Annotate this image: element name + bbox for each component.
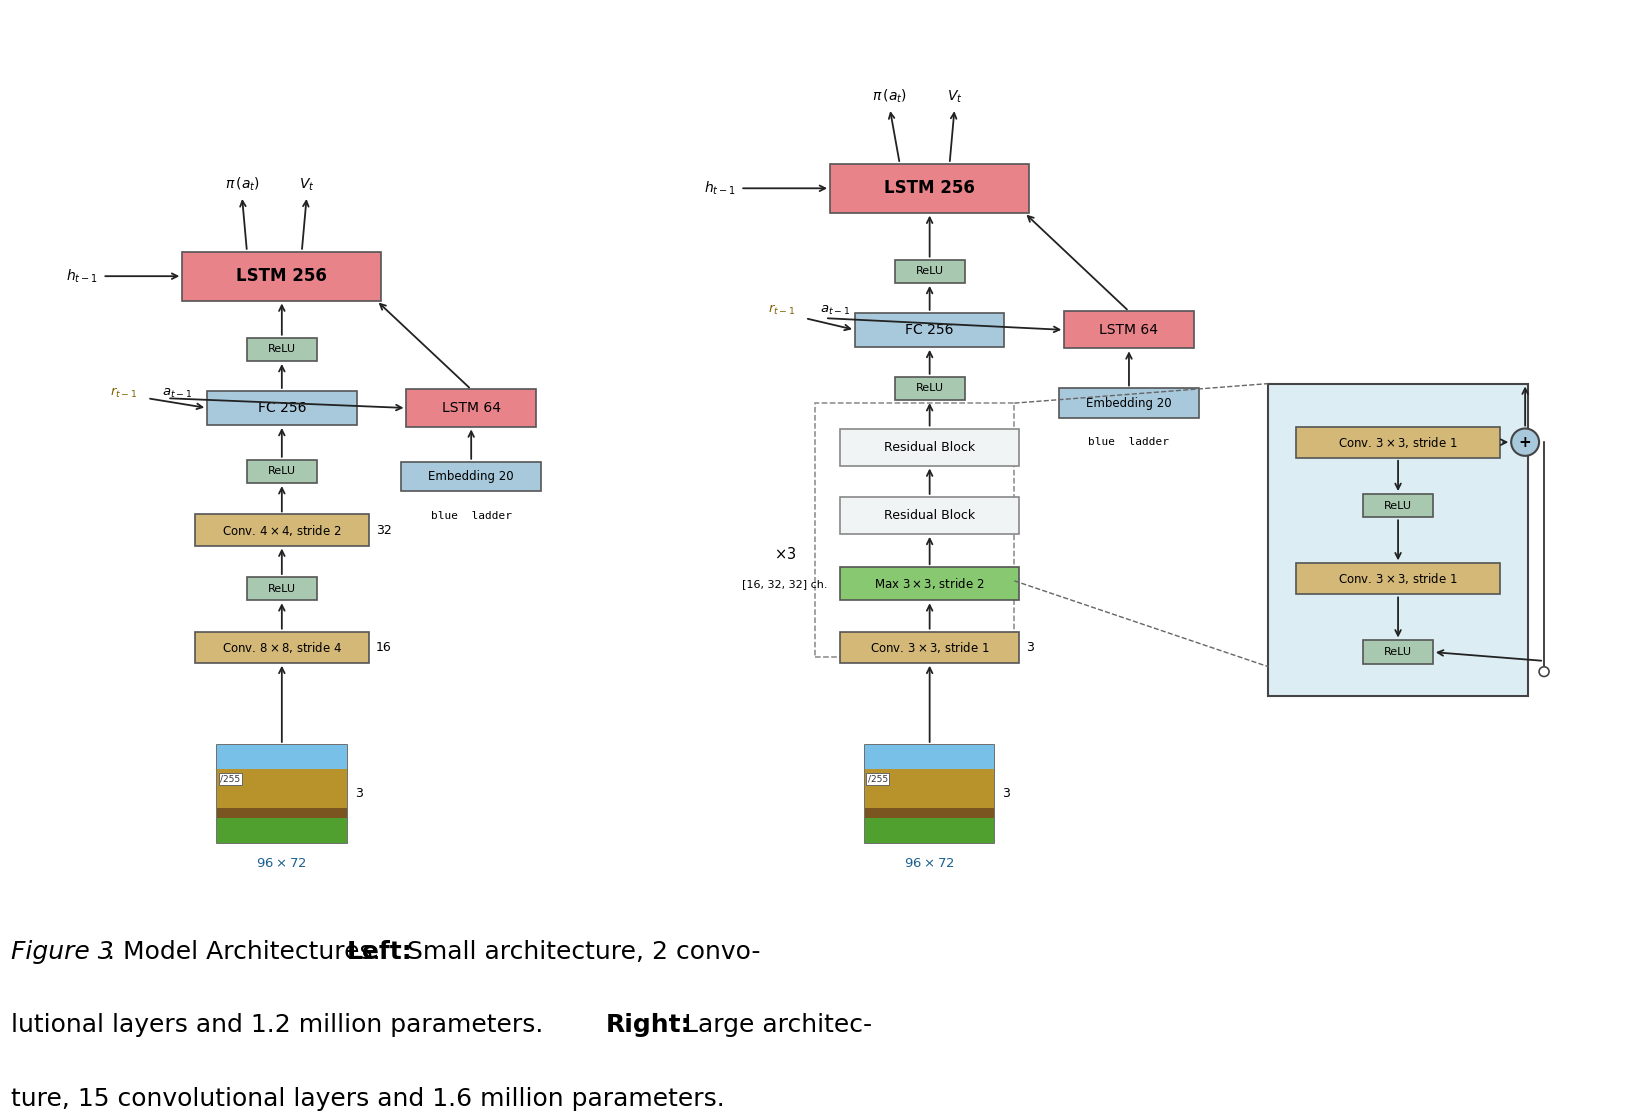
Text: FC 256: FC 256	[257, 401, 306, 416]
Text: Conv. $3\times3$, stride 1: Conv. $3\times3$, stride 1	[1339, 435, 1458, 449]
Text: Figure 3: Figure 3	[12, 940, 114, 964]
FancyBboxPatch shape	[865, 813, 995, 842]
Text: Conv. $8\times8$, stride 4: Conv. $8\times8$, stride 4	[222, 640, 343, 655]
Text: ReLU: ReLU	[268, 345, 296, 354]
Text: 32: 32	[376, 523, 392, 536]
Text: Residual Block: Residual Block	[884, 440, 975, 454]
FancyBboxPatch shape	[1064, 311, 1194, 348]
FancyBboxPatch shape	[183, 252, 382, 300]
FancyBboxPatch shape	[217, 809, 346, 818]
Text: . Model Architectures.: . Model Architectures.	[107, 940, 389, 964]
FancyBboxPatch shape	[208, 391, 357, 426]
Text: $V_t$: $V_t$	[947, 88, 962, 105]
Text: LSTM 64: LSTM 64	[1100, 323, 1158, 337]
Text: Embedding 20: Embedding 20	[428, 470, 514, 483]
FancyBboxPatch shape	[402, 461, 540, 491]
Text: LSTM 64: LSTM 64	[441, 401, 501, 416]
Text: blue  ladder: blue ladder	[1089, 437, 1169, 447]
FancyBboxPatch shape	[194, 514, 369, 545]
Text: LSTM 256: LSTM 256	[884, 179, 975, 197]
Text: $\pi\,(a_t)$: $\pi\,(a_t)$	[873, 87, 907, 105]
Text: ReLU: ReLU	[268, 466, 296, 476]
FancyBboxPatch shape	[865, 809, 995, 818]
Text: ReLU: ReLU	[1383, 647, 1411, 657]
Text: $96 \times 72$: $96 \times 72$	[257, 857, 308, 870]
Text: +: +	[1519, 435, 1532, 449]
FancyBboxPatch shape	[840, 429, 1019, 466]
FancyBboxPatch shape	[855, 312, 1005, 347]
Text: Conv. $3\times3$, stride 1: Conv. $3\times3$, stride 1	[1339, 571, 1458, 587]
FancyBboxPatch shape	[217, 769, 346, 809]
FancyBboxPatch shape	[217, 745, 346, 794]
FancyBboxPatch shape	[1364, 494, 1433, 517]
Text: Large architec-: Large architec-	[675, 1014, 871, 1037]
FancyBboxPatch shape	[247, 459, 316, 483]
Text: $96 \times 72$: $96 \times 72$	[904, 857, 955, 870]
Text: [16, 32, 32] ch.: [16, 32, 32] ch.	[743, 579, 828, 589]
FancyBboxPatch shape	[840, 567, 1019, 600]
Text: $a_{t-1}$: $a_{t-1}$	[820, 304, 850, 317]
FancyBboxPatch shape	[865, 745, 995, 842]
Text: 3: 3	[1003, 787, 1010, 800]
Text: Max $3\times3$, stride 2: Max $3\times3$, stride 2	[875, 577, 985, 591]
Text: FC 256: FC 256	[906, 323, 954, 337]
FancyBboxPatch shape	[1364, 641, 1433, 664]
Text: Conv. $4\times4$, stride 2: Conv. $4\times4$, stride 2	[222, 523, 341, 538]
Text: $V_t$: $V_t$	[300, 177, 315, 193]
Text: Embedding 20: Embedding 20	[1085, 396, 1171, 410]
Circle shape	[1512, 429, 1538, 456]
FancyBboxPatch shape	[247, 338, 316, 361]
Text: ReLU: ReLU	[916, 267, 944, 277]
Text: 3: 3	[1026, 641, 1034, 654]
FancyBboxPatch shape	[194, 632, 369, 663]
Text: Conv. $3\times3$, stride 1: Conv. $3\times3$, stride 1	[870, 640, 990, 655]
Text: $\pi\,(a_t)$: $\pi\,(a_t)$	[224, 176, 260, 193]
Text: lutional layers and 1.2 million parameters.: lutional layers and 1.2 million paramete…	[12, 1014, 552, 1037]
FancyBboxPatch shape	[840, 632, 1019, 663]
Text: Right:: Right:	[606, 1014, 692, 1037]
FancyBboxPatch shape	[894, 376, 965, 400]
FancyBboxPatch shape	[1296, 563, 1500, 595]
FancyBboxPatch shape	[1268, 383, 1528, 696]
Text: $r_{t-1}$: $r_{t-1}$	[110, 386, 137, 401]
FancyBboxPatch shape	[247, 577, 316, 600]
Text: $r_{t-1}$: $r_{t-1}$	[768, 304, 796, 317]
FancyBboxPatch shape	[1059, 389, 1199, 418]
Text: ReLU: ReLU	[268, 584, 296, 594]
Text: LSTM 256: LSTM 256	[237, 268, 328, 286]
FancyBboxPatch shape	[894, 260, 965, 283]
Text: 16: 16	[376, 641, 392, 654]
FancyBboxPatch shape	[840, 497, 1019, 534]
Text: Residual Block: Residual Block	[884, 508, 975, 522]
Text: ture, 15 convolutional layers and 1.6 million parameters.: ture, 15 convolutional layers and 1.6 mi…	[12, 1086, 725, 1111]
Text: blue  ladder: blue ladder	[432, 511, 512, 521]
FancyBboxPatch shape	[830, 164, 1029, 213]
Text: 3: 3	[354, 787, 362, 800]
Text: $\times3$: $\times3$	[774, 547, 796, 562]
FancyBboxPatch shape	[217, 745, 346, 842]
Text: Small architecture, 2 convo-: Small architecture, 2 convo-	[400, 940, 761, 964]
Text: ReLU: ReLU	[916, 383, 944, 393]
Circle shape	[1538, 666, 1550, 676]
FancyBboxPatch shape	[217, 813, 346, 842]
FancyBboxPatch shape	[865, 769, 995, 809]
Text: $h_{t-1}$: $h_{t-1}$	[703, 179, 735, 197]
Text: $h_{t-1}$: $h_{t-1}$	[66, 268, 97, 284]
FancyBboxPatch shape	[865, 745, 995, 794]
Text: Left:: Left:	[346, 940, 412, 964]
Text: /255: /255	[868, 775, 888, 784]
FancyBboxPatch shape	[1296, 427, 1500, 458]
Text: $a_{t-1}$: $a_{t-1}$	[163, 386, 193, 400]
Text: /255: /255	[221, 775, 240, 784]
FancyBboxPatch shape	[407, 390, 535, 427]
Text: ReLU: ReLU	[1383, 501, 1411, 511]
